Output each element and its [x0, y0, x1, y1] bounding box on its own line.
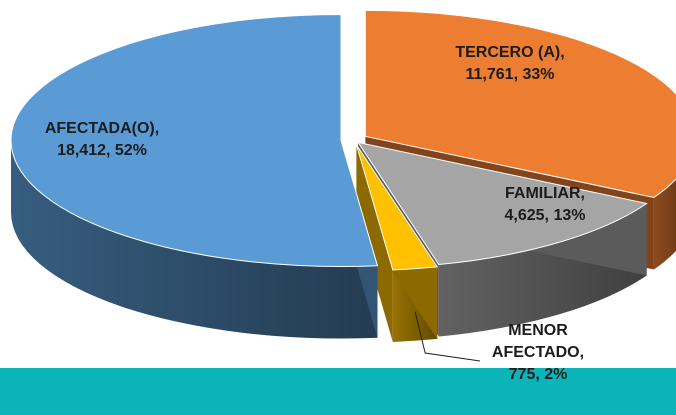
slice	[355, 144, 439, 271]
data-label: 4,625, 13%	[505, 207, 586, 224]
slice	[10, 13, 379, 267]
slice-wall-shade	[11, 140, 378, 339]
data-label: 18,412, 52%	[57, 142, 147, 159]
data-labels: TERCERO (A), 11,761, 33% FAMILIAR, 4,625, 1…	[45, 44, 586, 383]
slice	[364, 9, 676, 199]
data-label: AFECTADA(O),	[45, 120, 159, 137]
data-label: AFECTADO,	[492, 344, 584, 361]
data-label: MENOR	[508, 322, 568, 339]
slice-wall-shade	[653, 178, 676, 270]
data-label: 775, 2%	[509, 366, 568, 383]
data-label: FAMILIAR,	[505, 185, 585, 202]
footer-band	[0, 368, 676, 415]
slice-cut	[356, 144, 393, 342]
leader-line	[414, 311, 481, 362]
pie-tops	[10, 9, 676, 271]
data-label: 11,761, 33%	[466, 66, 555, 83]
data-label: TERCERO (A),	[455, 44, 564, 61]
pie-walls	[11, 136, 676, 342]
slice	[356, 141, 648, 266]
